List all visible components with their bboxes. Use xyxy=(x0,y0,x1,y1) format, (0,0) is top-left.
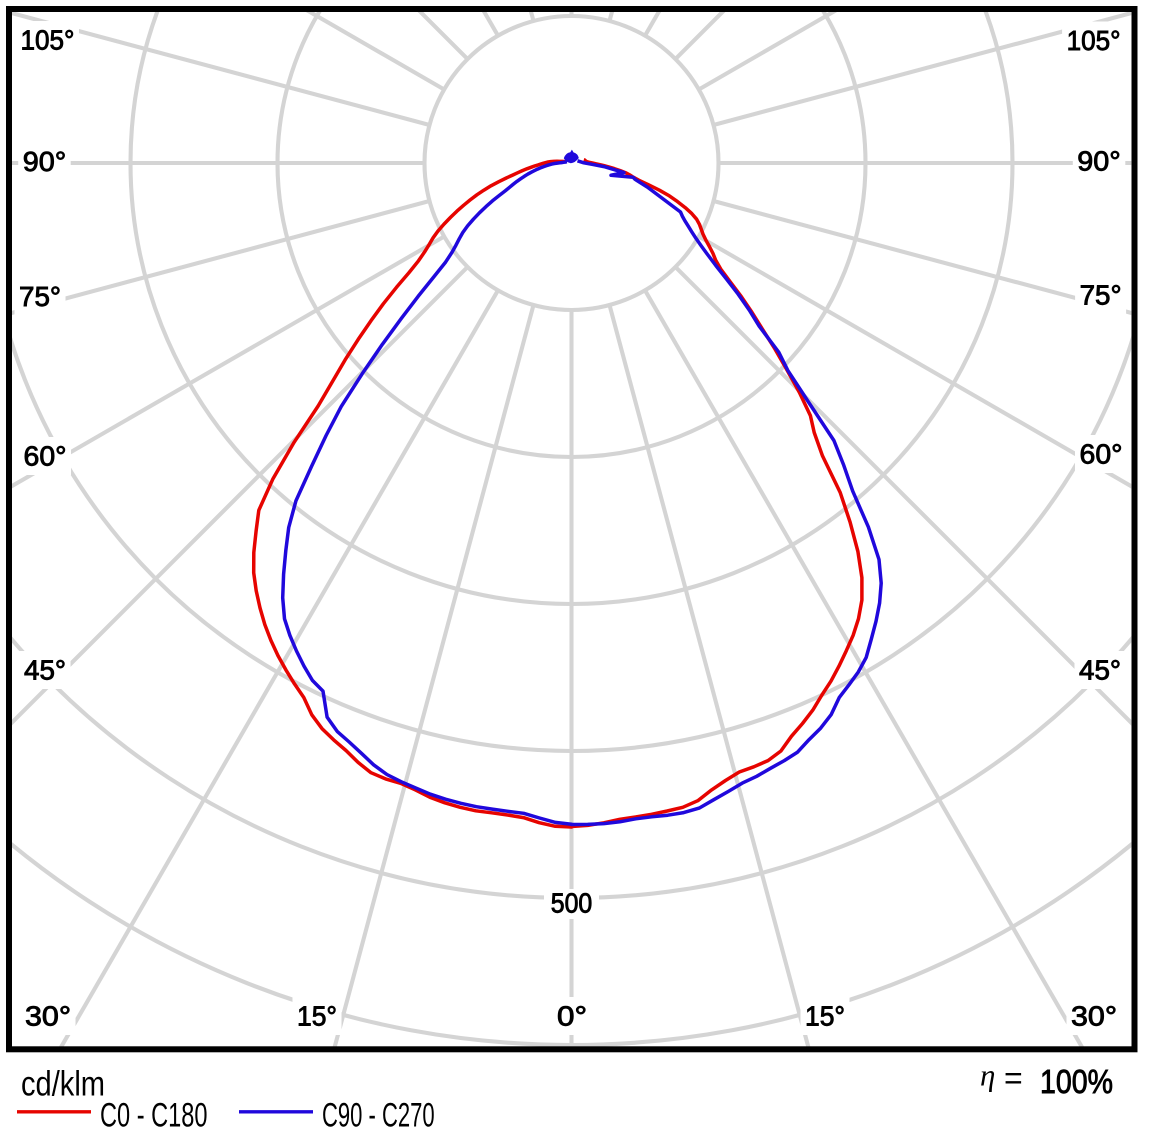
svg-text:75°: 75° xyxy=(19,281,61,312)
svg-text:C0 - C180: C0 - C180 xyxy=(100,1097,208,1135)
svg-text:45°: 45° xyxy=(1079,655,1121,686)
svg-text:90°: 90° xyxy=(23,146,67,177)
svg-text:45°: 45° xyxy=(24,655,66,686)
svg-text:30°: 30° xyxy=(25,1001,71,1032)
svg-text:105°: 105° xyxy=(1067,25,1121,56)
svg-text:η: η xyxy=(980,1058,995,1093)
svg-text:500: 500 xyxy=(551,888,593,919)
svg-text:90°: 90° xyxy=(1077,146,1121,177)
svg-text:30°: 30° xyxy=(1071,1001,1117,1032)
svg-text:60°: 60° xyxy=(1080,439,1123,470)
svg-text:60°: 60° xyxy=(24,441,67,472)
svg-text:C90 - C270: C90 - C270 xyxy=(322,1097,435,1135)
svg-text:=: = xyxy=(1004,1060,1023,1096)
svg-text:100%: 100% xyxy=(1040,1064,1113,1101)
svg-text:105°: 105° xyxy=(21,25,75,56)
svg-text:15°: 15° xyxy=(805,1001,845,1032)
svg-text:75°: 75° xyxy=(1080,280,1122,311)
svg-text:0°: 0° xyxy=(557,1001,587,1032)
svg-text:cd/klm: cd/klm xyxy=(21,1065,105,1104)
svg-text:15°: 15° xyxy=(297,1001,337,1032)
